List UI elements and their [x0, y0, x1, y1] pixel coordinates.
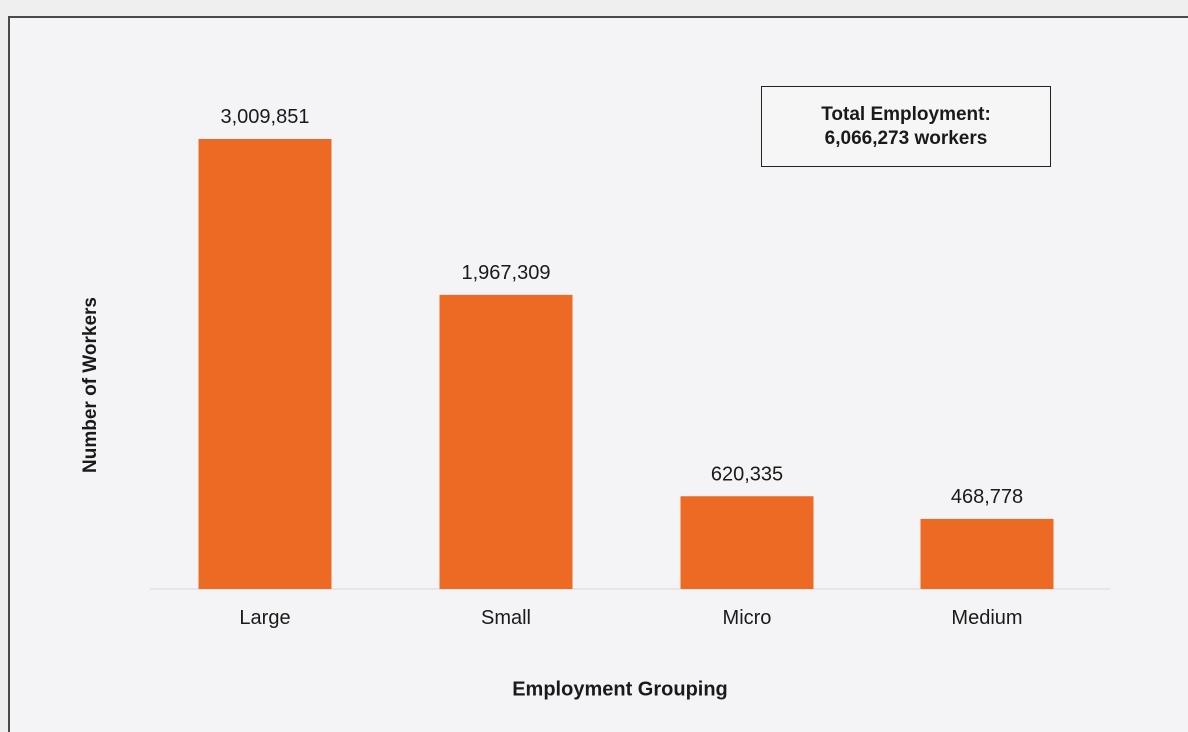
total-employment-value: 6,066,273 workers: [824, 127, 988, 149]
x-axis-label: Employment Grouping: [512, 678, 728, 701]
category-label-small: Small: [481, 607, 531, 629]
value-label-large: 3,009,851: [221, 106, 310, 128]
category-label-micro: Micro: [723, 607, 772, 629]
bar-large: [198, 139, 332, 589]
total-employment-title: Total Employment:: [821, 103, 991, 125]
value-label-medium: 468,778: [951, 486, 1023, 508]
bar-small: [439, 294, 573, 589]
bars-group: [198, 139, 1054, 589]
bar-medium: [920, 518, 1054, 589]
value-label-micro: 620,335: [711, 463, 783, 485]
category-label-medium: Medium: [951, 607, 1022, 629]
category-labels-group: Large Small Micro Medium: [239, 607, 1022, 629]
y-axis-label: Number of Workers: [80, 297, 101, 473]
total-employment-annotation: Total Employment: 6,066,273 workers: [761, 86, 1051, 167]
bar-micro: [680, 496, 814, 589]
value-labels-group: 3,009,851 1,967,309 620,335 468,778: [221, 106, 1024, 508]
value-label-small: 1,967,309: [462, 262, 551, 284]
category-label-large: Large: [239, 607, 290, 629]
